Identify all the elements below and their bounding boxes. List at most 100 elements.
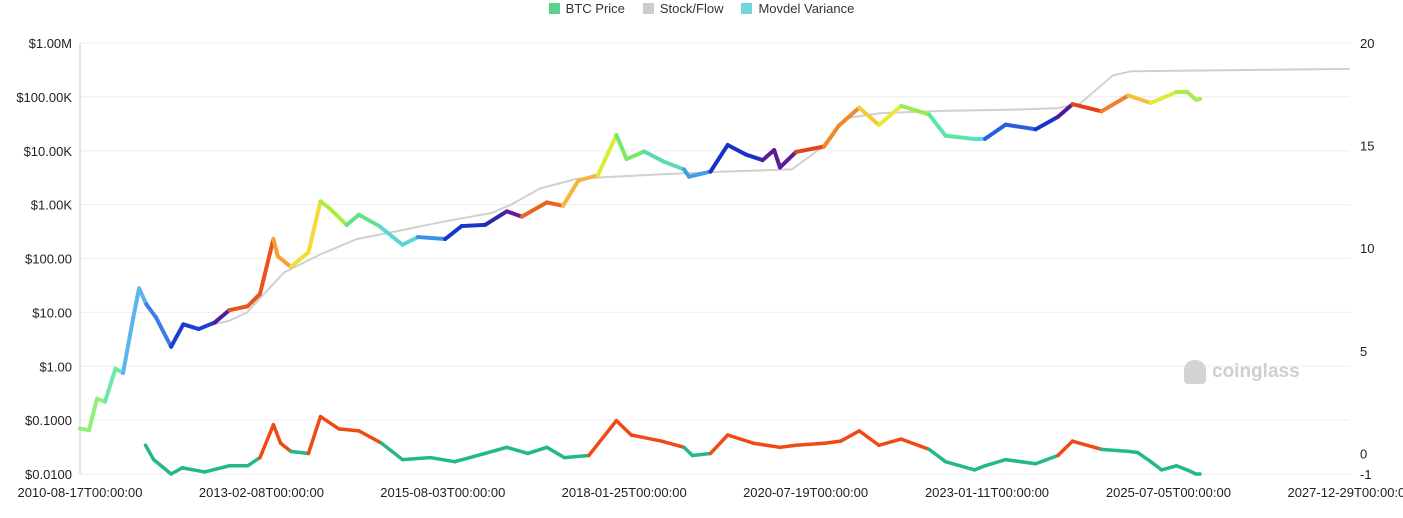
legend-label: BTC Price — [565, 1, 625, 16]
btc-price-segment — [144, 302, 159, 320]
variance-segment — [614, 418, 633, 437]
variance-segment — [526, 445, 549, 456]
btc-price-segment — [227, 304, 250, 313]
variance-segment — [587, 418, 619, 458]
x-tick-label: 2027-12-29T00:00:00 — [1287, 485, 1403, 500]
btc-price-segment — [1099, 93, 1131, 114]
y-right-tick-label: 20 — [1360, 36, 1374, 51]
variance-segment — [629, 433, 664, 443]
variance-segment — [708, 433, 730, 456]
variance-segment — [202, 464, 232, 474]
legend: BTC Price Stock/Flow Movdel Variance — [0, 1, 1403, 16]
btc-price-segment — [1148, 90, 1179, 105]
variance-segment — [972, 464, 987, 472]
variance-segment — [1033, 453, 1060, 466]
btc-price-segment — [576, 173, 600, 183]
legend-item-stock-flow[interactable]: Stock/Flow — [642, 1, 724, 16]
btc-price-segment — [544, 200, 565, 208]
variance-segment — [660, 439, 686, 450]
legend-swatch — [741, 3, 753, 14]
btc-price-segment — [1003, 122, 1038, 132]
btc-price-segment — [137, 286, 149, 307]
btc-price-segment — [899, 103, 932, 117]
btc-price-segment — [87, 396, 100, 433]
btc-price-segment — [257, 237, 276, 296]
y-right-tick-label: 15 — [1360, 139, 1374, 154]
x-tick-label: 2020-07-19T00:00:00 — [743, 485, 868, 500]
variance-segment — [505, 445, 530, 456]
btc-price-segment — [181, 322, 201, 332]
legend-label: Movdel Variance — [758, 1, 855, 16]
variance-segment — [1003, 457, 1038, 466]
btc-price-segment — [483, 209, 509, 227]
btc-price-segment — [793, 144, 827, 154]
btc-price-segment — [725, 142, 748, 157]
btc-price-segment — [415, 235, 448, 242]
btc-price-segment — [504, 209, 524, 219]
variance-segment — [1056, 439, 1075, 458]
variance-segment — [151, 457, 173, 476]
y-left-tick-label: $100.00 — [25, 252, 72, 267]
legend-label: Stock/Flow — [659, 1, 724, 16]
btc-price-segment — [876, 103, 904, 128]
btc-price-segment — [595, 133, 619, 178]
btc-price-segment — [687, 169, 713, 179]
y-left-tick-label: $10.00 — [32, 305, 72, 320]
btc-price-segment — [131, 286, 142, 320]
x-tick-label: 2023-01-11T00:00:00 — [925, 485, 1049, 500]
y-right-tick-label: 0 — [1360, 446, 1367, 461]
watermark-text: coinglass — [1212, 361, 1300, 382]
variance-segment — [545, 445, 567, 460]
variance-segment — [1070, 439, 1104, 452]
btc-price-segment — [927, 112, 948, 138]
variance-segment — [289, 449, 311, 456]
variance-segment — [877, 437, 904, 448]
variance-segment — [1149, 459, 1164, 472]
variance-segment — [357, 429, 384, 445]
legend-swatch — [548, 3, 560, 14]
btc-price-segment — [344, 212, 361, 227]
watermark: coinglass — [1184, 360, 1300, 384]
y-left-tick-label: $0.1000 — [25, 413, 72, 428]
btc-price-segment — [777, 149, 798, 170]
y-left-tick-label: $10.00K — [24, 144, 73, 159]
btc-price-segment — [760, 148, 777, 163]
variance-segment — [838, 429, 862, 443]
y-left-tick-label: $1.00K — [31, 198, 73, 213]
variance-segment — [1174, 464, 1189, 472]
btc-price-segment — [271, 237, 280, 259]
btc-price-segment — [443, 224, 464, 242]
variance-segment — [245, 455, 262, 468]
x-tick-label: 2010-08-17T00:00:00 — [17, 485, 142, 500]
variance-segment — [794, 441, 826, 448]
variance-segment — [1159, 464, 1179, 472]
btc-price-segment — [743, 152, 765, 163]
btc-price-segment — [103, 366, 118, 404]
y-right-tick-label: 10 — [1360, 241, 1374, 256]
legend-item-model-variance[interactable]: Movdel Variance — [741, 1, 854, 16]
btc-price-segment — [836, 105, 862, 128]
btc-price-segment — [614, 133, 629, 162]
btc-price-segment — [327, 206, 349, 227]
variance-segment — [943, 459, 977, 472]
btc-price-segment — [196, 320, 217, 332]
x-tick-label: 2018-01-25T00:00:00 — [562, 485, 687, 500]
variance-segment — [336, 427, 361, 433]
legend-item-btc-price[interactable]: BTC Price — [548, 1, 625, 16]
variance-segment — [751, 441, 782, 450]
variance-segment — [452, 451, 487, 464]
variance-segment — [169, 466, 185, 476]
btc-price-segment — [154, 315, 174, 349]
variance-segment — [1135, 450, 1153, 464]
btc-price-segment — [1033, 114, 1060, 132]
y-right-tick-label: 5 — [1360, 344, 1367, 359]
btc-price-segment — [822, 123, 841, 149]
variance-segment — [483, 445, 509, 456]
btc-price-segment — [642, 149, 666, 164]
btc-price-segment — [1055, 102, 1075, 119]
y-left-tick-label: $1.00 — [39, 359, 72, 374]
variance-segment — [822, 439, 843, 445]
y-right-tick-label: -1 — [1360, 467, 1372, 482]
